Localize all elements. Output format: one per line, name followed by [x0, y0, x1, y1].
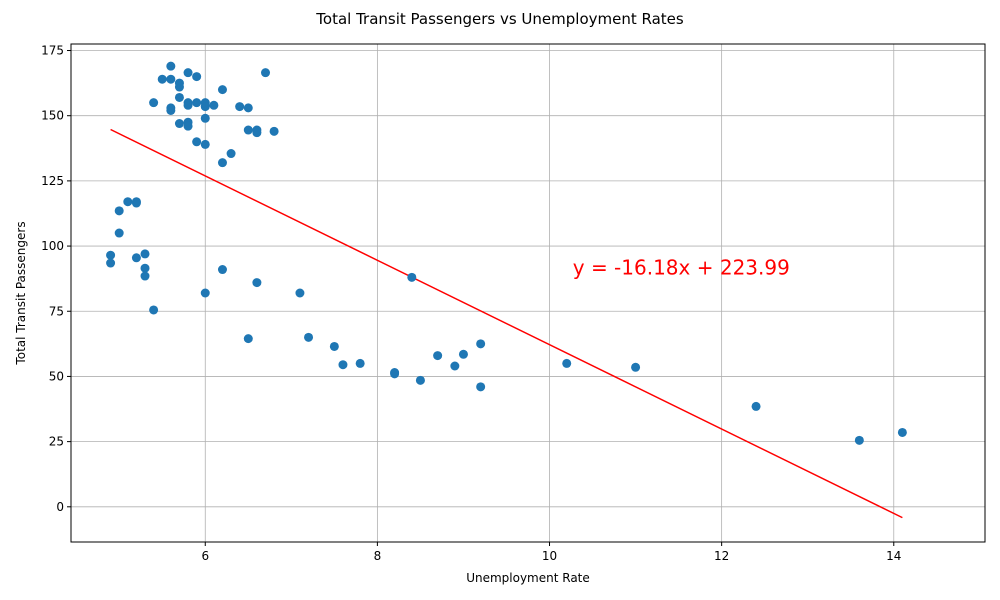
chart-title: Total Transit Passengers vs Unemployment…	[315, 10, 684, 28]
scatter-point	[183, 100, 193, 110]
scatter-point	[476, 382, 486, 392]
trendline-group	[110, 128, 903, 519]
scatter-point	[217, 85, 227, 95]
data-points	[106, 61, 907, 445]
trendline	[110, 128, 903, 519]
scatter-point	[243, 334, 253, 344]
scatter-point	[131, 253, 141, 263]
x-tick-label: 12	[714, 549, 729, 563]
scatter-point	[200, 113, 210, 123]
scatter-point	[200, 102, 210, 112]
scatter-point	[192, 72, 202, 82]
scatter-point	[174, 92, 184, 102]
x-axis-label: Unemployment Rate	[466, 571, 590, 585]
scatter-point	[751, 401, 761, 411]
scatter-point	[140, 249, 150, 259]
scatter-point	[166, 74, 176, 84]
scatter-point	[476, 339, 486, 349]
scatter-point	[261, 68, 271, 78]
scatter-point	[183, 121, 193, 131]
scatter-point	[450, 361, 460, 371]
x-axis-ticks: 6 8 10 12 14	[201, 542, 901, 563]
scatter-point	[140, 263, 150, 273]
scatter-point	[407, 272, 417, 282]
scatter-point	[243, 103, 253, 113]
scatter-point	[157, 74, 167, 84]
scatter-point	[114, 206, 124, 216]
scatter-point	[631, 362, 641, 372]
scatter-point	[183, 68, 193, 78]
scatter-point	[209, 100, 219, 110]
x-tick-label: 8	[374, 549, 382, 563]
scatter-point	[390, 369, 400, 379]
scatter-point	[217, 265, 227, 275]
trendline-equation: y = -16.18x + 223.99	[573, 256, 790, 280]
scatter-point	[114, 228, 124, 238]
scatter-point	[329, 341, 339, 351]
scatter-point	[174, 82, 184, 92]
scatter-point	[458, 349, 468, 359]
scatter-point	[897, 427, 907, 437]
scatter-point	[433, 351, 443, 361]
scatter-point	[140, 271, 150, 281]
scatter-point	[192, 98, 202, 108]
scatter-point	[269, 126, 279, 136]
scatter-point	[304, 332, 314, 342]
scatter-point	[149, 98, 159, 108]
scatter-point	[562, 358, 572, 368]
scatter-point	[854, 435, 864, 445]
y-axis-ticks: 0 25 50 75 100 125 150 175	[41, 44, 71, 514]
scatter-point	[355, 358, 365, 368]
y-tick-label: 150	[41, 109, 64, 123]
plot-frame	[70, 43, 986, 543]
y-tick-label: 100	[41, 239, 64, 253]
scatter-point	[200, 288, 210, 298]
scatter-point	[174, 119, 184, 129]
scatter-point	[106, 250, 116, 260]
x-tick-label: 10	[542, 549, 557, 563]
scatter-point	[338, 360, 348, 370]
scatter-point	[149, 305, 159, 315]
scatter-point	[123, 197, 133, 207]
scatter-point	[166, 61, 176, 71]
scatter-point	[192, 137, 202, 147]
scatter-point	[295, 288, 305, 298]
y-tick-label: 75	[49, 304, 64, 318]
scatter-point	[131, 198, 141, 208]
scatter-point	[252, 278, 262, 288]
scatter-point	[226, 149, 236, 159]
x-tick-label: 6	[201, 549, 209, 563]
scatter-point	[243, 125, 253, 135]
y-tick-label: 50	[49, 369, 64, 383]
grid-lines	[71, 44, 985, 542]
scatter-point	[415, 375, 425, 385]
y-tick-label: 25	[49, 435, 64, 449]
y-axis-label: Total Transit Passengers	[14, 221, 28, 365]
scatter-point	[200, 139, 210, 149]
scatter-point	[252, 128, 262, 138]
scatter-point	[106, 258, 116, 268]
x-tick-label: 14	[886, 549, 901, 563]
scatter-point	[235, 102, 245, 112]
scatter-point	[217, 158, 227, 168]
y-tick-label: 125	[41, 174, 64, 188]
y-tick-label: 0	[56, 500, 64, 514]
scatter-point	[166, 105, 176, 115]
y-tick-label: 175	[41, 44, 64, 58]
